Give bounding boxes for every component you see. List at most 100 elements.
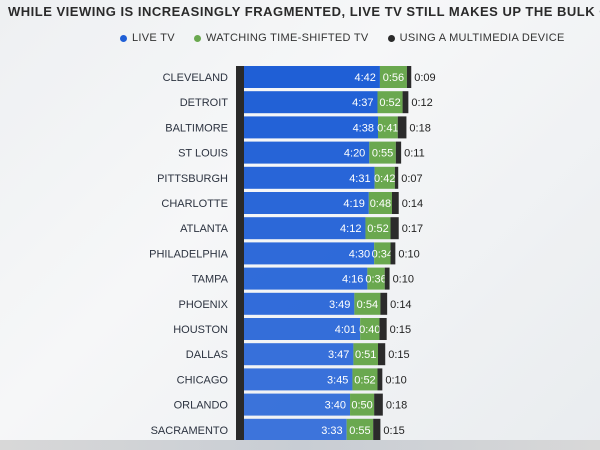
value-label-time-shifted: 0:48 (370, 198, 391, 210)
value-label-time-shifted: 0:55 (372, 148, 393, 160)
value-label-live-tv: 3:45 (327, 374, 348, 386)
value-label-multimedia: 0:07 (401, 173, 422, 185)
category-label: ST LOUIS (178, 148, 228, 160)
value-label-time-shifted: 0:50 (351, 400, 372, 412)
chart-title: WHILE VIEWING IS INCREASINGLY FRAGMENTED… (8, 4, 600, 19)
bar-multimedia (380, 292, 388, 315)
bar-multimedia (377, 343, 386, 366)
bar-live-tv (244, 393, 351, 416)
value-label-time-shifted: 0:36 (365, 274, 386, 286)
bar-multimedia (395, 141, 402, 164)
bar-live-tv (244, 368, 353, 391)
category-label: ORLANDO (174, 400, 229, 412)
value-label-multimedia: 0:09 (414, 72, 435, 84)
value-label-live-tv: 4:38 (353, 122, 374, 134)
bar-time-shifted (353, 343, 378, 366)
value-label-multimedia: 0:10 (398, 248, 419, 260)
value-label-multimedia: 0:11 (404, 148, 425, 160)
bar-live-tv (244, 141, 370, 164)
bar-time-shifted (346, 418, 374, 441)
bar-time-shifted (377, 116, 398, 139)
bar-live-tv (244, 242, 375, 265)
value-label-multimedia: 0:14 (402, 198, 423, 210)
bar-live-tv (244, 91, 378, 114)
bar-time-shifted (369, 141, 396, 164)
legend-item-time-shifted: WATCHING TIME-SHIFTED TV (193, 32, 369, 45)
value-label-live-tv: 4:37 (352, 97, 373, 109)
legend-swatch-multimedia (387, 34, 395, 42)
legend-item-multimedia: USING A MULTIMEDIA DEVICE (387, 32, 565, 45)
bar-multimedia (377, 368, 383, 391)
legend-swatch-live-tv (120, 34, 127, 42)
legend-label-multimedia: USING A MULTIMEDIA DEVICE (399, 32, 565, 45)
legend-item-live-tv: LIVE TV (120, 32, 175, 44)
value-label-multimedia: 0:15 (390, 324, 411, 336)
taskbar-strip (0, 440, 600, 450)
category-label: PHILADELPHIA (149, 248, 229, 260)
category-label: BALTIMORE (165, 122, 228, 134)
value-label-live-tv: 4:42 (355, 72, 376, 84)
category-label: PITTSBURGH (157, 173, 228, 185)
bar-live-tv (244, 116, 378, 139)
bar-multimedia (391, 192, 399, 214)
bar-time-shifted (350, 393, 375, 416)
bar-multimedia (373, 418, 381, 441)
bar-live-tv (244, 318, 361, 340)
bar-time-shifted (367, 267, 385, 290)
bar-time-shifted (374, 166, 395, 189)
bar-multimedia (406, 66, 412, 88)
value-label-time-shifted: 0:52 (379, 97, 400, 109)
legend-swatch-time-shifted (193, 34, 201, 42)
value-label-time-shifted: 0:52 (354, 374, 375, 386)
value-label-time-shifted: 0:40 (359, 324, 380, 336)
bar-multimedia (397, 116, 407, 139)
bar-live-tv (244, 267, 368, 290)
legend-label-live-tv: LIVE TV (132, 32, 175, 45)
value-label-time-shifted: 0:51 (355, 349, 376, 361)
category-label: DALLAS (186, 349, 228, 361)
bar-time-shifted (374, 242, 391, 265)
value-label-time-shifted: 0:42 (374, 173, 395, 185)
bar-live-tv (244, 66, 380, 88)
bar-time-shifted (368, 192, 392, 214)
category-label: DETROIT (180, 97, 229, 109)
bar-multimedia (374, 393, 383, 416)
category-label: PHOENIX (178, 299, 228, 311)
bar-time-shifted (352, 368, 378, 391)
bar-live-tv (244, 343, 354, 366)
value-label-time-shifted: 0:41 (377, 122, 398, 134)
value-label-multimedia: 0:15 (388, 349, 409, 361)
value-label-multimedia: 0:10 (385, 374, 406, 386)
value-label-multimedia: 0:14 (390, 299, 411, 311)
value-label-time-shifted: 0:55 (349, 425, 370, 437)
legend-label-time-shifted: WATCHING TIME-SHIFTED TV (205, 32, 369, 45)
bar-time-shifted (377, 91, 403, 114)
axis-line (236, 66, 244, 444)
value-label-live-tv: 4:16 (342, 274, 363, 286)
bar-live-tv (244, 217, 366, 240)
value-label-live-tv: 3:49 (329, 299, 350, 311)
category-label: SACRAMENTO (151, 425, 229, 437)
bar-time-shifted (379, 66, 407, 88)
value-label-time-shifted: 0:54 (357, 299, 378, 311)
value-label-live-tv: 4:12 (340, 223, 361, 235)
value-label-live-tv: 3:47 (328, 349, 349, 361)
value-label-time-shifted: 0:34 (372, 248, 393, 260)
value-label-live-tv: 4:31 (349, 173, 370, 185)
bar-multimedia (402, 91, 409, 114)
bar-live-tv (244, 192, 369, 214)
value-label-multimedia: 0:15 (383, 425, 404, 437)
category-label: TAMPA (192, 274, 229, 286)
category-label: CHARLOTTE (161, 198, 228, 210)
value-label-multimedia: 0:18 (409, 122, 430, 134)
value-label-time-shifted: 0:56 (383, 72, 404, 84)
value-label-live-tv: 4:19 (343, 198, 364, 210)
value-label-live-tv: 3:40 (325, 400, 346, 412)
legend: LIVE TV WATCHING TIME-SHIFTED TV USING A… (120, 32, 564, 45)
bar-time-shifted (360, 318, 380, 340)
value-label-time-shifted: 0:52 (367, 223, 388, 235)
value-label-multimedia: 0:17 (402, 223, 423, 235)
bar-live-tv (244, 292, 355, 315)
value-label-live-tv: 4:30 (349, 248, 370, 260)
bar-live-tv (244, 166, 375, 189)
